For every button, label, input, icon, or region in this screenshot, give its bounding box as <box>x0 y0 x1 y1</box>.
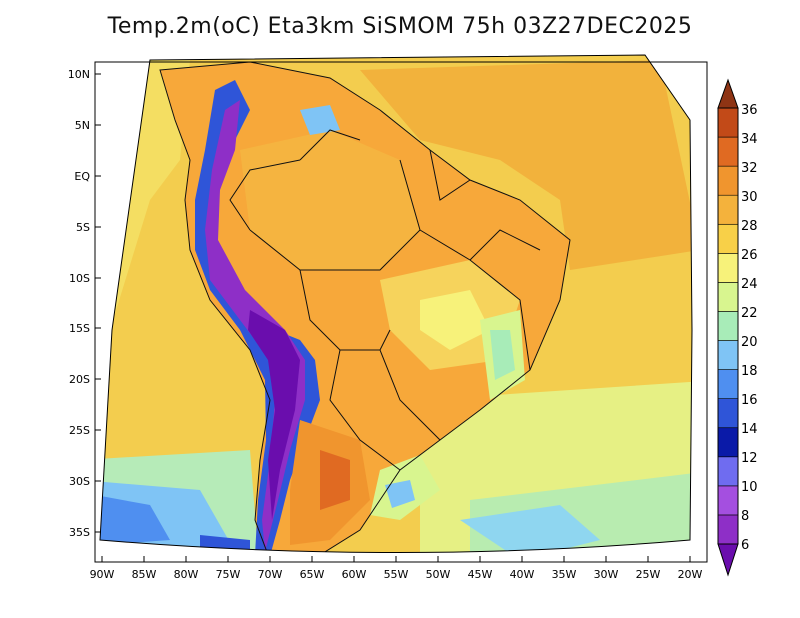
colorbar-label: 34 <box>741 132 758 147</box>
colorbar-cell <box>717 136 739 167</box>
colorbar-label: 22 <box>741 306 758 321</box>
colorbar-cell <box>717 456 739 487</box>
colorbar-cell <box>717 485 739 516</box>
longitude-axis: 90W 85W 80W 75W 70W 65W 60W 55W 50W 45W … <box>90 556 703 581</box>
colorbar-label: 36 <box>741 103 758 118</box>
colorbar-top-arrow <box>717 78 739 109</box>
country-borders <box>159 61 571 553</box>
lat-label: EQ <box>74 170 90 183</box>
colorbar-label: 24 <box>741 277 758 292</box>
colorbar-cell <box>717 282 739 312</box>
colorbar-cell <box>717 340 739 370</box>
colorbar-label: 30 <box>741 190 758 205</box>
colorbar: 6 8 10 12 14 16 18 20 22 24 26 28 30 32 … <box>717 78 758 577</box>
lat-label: 10S <box>69 272 90 285</box>
lon-label: 70W <box>258 568 283 581</box>
lon-label: 40W <box>510 568 535 581</box>
colorbar-bottom-arrow <box>717 543 739 577</box>
lon-label: 90W <box>90 568 115 581</box>
colorbar-label: 26 <box>741 248 758 263</box>
lon-label: 50W <box>426 568 451 581</box>
colorbar-cell <box>717 369 739 399</box>
colorbar-label: 10 <box>741 480 758 495</box>
colorbar-cell <box>717 223 739 254</box>
map-frame <box>99 54 693 553</box>
lat-label: 30S <box>69 475 90 488</box>
axis-frame <box>94 61 708 563</box>
colorbar-label: 16 <box>741 393 758 408</box>
lat-label: 5N <box>75 119 90 132</box>
lon-label: 20W <box>678 568 703 581</box>
colorbar-label: 8 <box>741 509 749 524</box>
colorbar-cell <box>717 427 739 458</box>
lat-label: 35S <box>69 526 90 539</box>
lon-label: 35W <box>552 568 577 581</box>
colorbar-label: 18 <box>741 364 758 379</box>
colorbar-label: 28 <box>741 219 758 234</box>
colorbar-cell <box>717 165 739 196</box>
lat-label: 25S <box>69 424 90 437</box>
colorbar-label: 6 <box>741 538 749 553</box>
colorbar-cell <box>717 253 739 283</box>
colorbar-cell <box>717 398 739 429</box>
colorbar-cell <box>717 311 739 341</box>
lon-label: 75W <box>216 568 241 581</box>
latitude-axis: 10N 5N EQ 5S 10S 15S 20S 25S 30S 35S <box>68 68 101 539</box>
colorbar-label: 12 <box>741 451 758 466</box>
map-title: Temp.2m(oC) Eta3km SiSMOM 75h 03Z27DEC20… <box>107 14 693 39</box>
lon-label: 30W <box>594 568 619 581</box>
lat-label: 10N <box>68 68 90 81</box>
lon-label: 25W <box>636 568 661 581</box>
colorbar-cell <box>717 194 739 225</box>
colorbar-label: 14 <box>741 422 758 437</box>
temperature-field <box>100 55 692 553</box>
lon-label: 85W <box>132 568 157 581</box>
lon-label: 80W <box>174 568 199 581</box>
colorbar-label: 32 <box>741 161 758 176</box>
lon-label: 60W <box>342 568 367 581</box>
colorbar-label: 20 <box>741 335 758 350</box>
lat-label: 15S <box>69 322 90 335</box>
colorbar-cell <box>717 107 739 138</box>
lat-label: 20S <box>69 373 90 386</box>
lat-label: 5S <box>76 221 90 234</box>
colorbar-cell <box>717 514 739 545</box>
lon-label: 55W <box>384 568 409 581</box>
lon-label: 65W <box>300 568 325 581</box>
lon-label: 45W <box>468 568 493 581</box>
